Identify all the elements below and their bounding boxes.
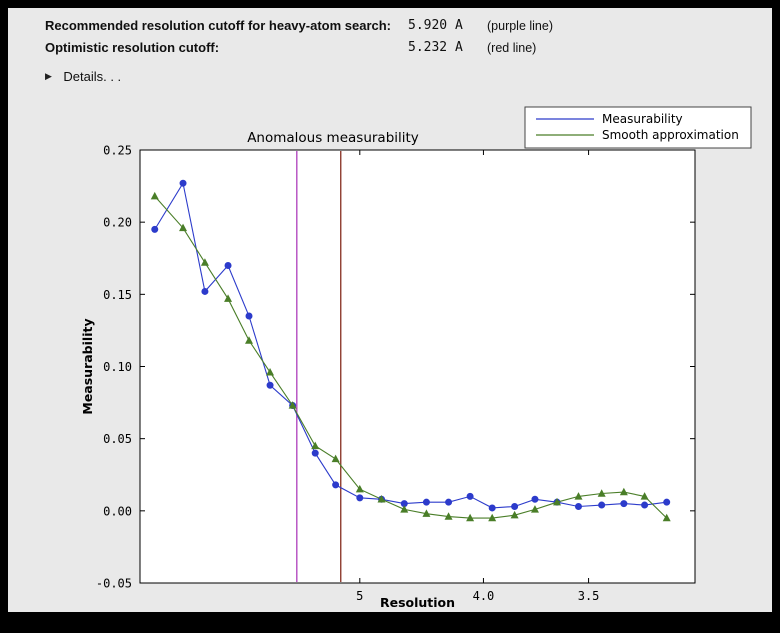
anomalous-measurability-chart: 0.25 0.20 0.15 0.10 0.05 0.00 -0.05 5 4.0 3.5 Anom… <box>80 106 752 610</box>
x-tick-label: 4.0 <box>473 589 495 603</box>
data-point-triangle <box>574 492 583 500</box>
phenix-result-panel: Recommended resolution cutoff for heavy-… <box>8 8 772 612</box>
data-point-triangle <box>510 510 519 519</box>
legend-label: Smooth approximation <box>602 128 739 142</box>
data-point-triangle <box>619 487 628 496</box>
data-point-triangle <box>400 505 409 513</box>
data-point-triangle <box>150 191 159 200</box>
disclosure-triangle-icon: ▶ <box>45 71 52 82</box>
y-tick-label: 0.15 <box>103 288 132 302</box>
data-point-triangle <box>245 336 254 344</box>
plot-area <box>139 149 696 584</box>
data-point-circle <box>422 498 430 506</box>
data-point-circle <box>245 312 253 320</box>
data-point-triangle <box>179 223 188 232</box>
recommended-cutoff-value: 5.920 A <box>408 18 463 33</box>
data-point-circle <box>332 481 340 489</box>
data-point-triangle <box>488 513 497 522</box>
data-point-triangle <box>355 484 364 493</box>
recommended-cutoff-note: (purple line) <box>487 19 554 33</box>
data-point-triangle <box>662 513 671 522</box>
data-point-triangle <box>377 494 386 503</box>
optimistic-cutoff-row: Optimistic resolution cutoff: 5.232 A (r… <box>8 40 772 62</box>
data-point-circle <box>511 503 519 511</box>
details-label: Details. . . <box>63 69 122 85</box>
legend-box <box>524 106 752 149</box>
data-point-triangle <box>311 441 320 450</box>
data-point-circle <box>531 495 539 503</box>
data-point-circle <box>224 261 232 269</box>
data-point-triangle <box>466 513 475 522</box>
data-point-triangle <box>530 505 539 513</box>
x-tick-label: 5 <box>356 589 363 603</box>
details-disclosure-button[interactable]: ▶ Details. . . <box>45 68 121 86</box>
y-tick-label: -0.05 <box>96 577 132 591</box>
data-point-circle <box>311 449 319 457</box>
recommended-cutoff-row: Recommended resolution cutoff for heavy-… <box>8 18 772 40</box>
x-axis-label: Resolution <box>380 595 455 610</box>
data-point-circle <box>598 501 606 509</box>
optimistic-cutoff-value: 5.232 A <box>408 40 463 55</box>
recommended-cutoff-label: Recommended resolution cutoff for heavy-… <box>45 18 392 33</box>
y-tick-label: 0.25 <box>103 144 132 158</box>
data-point-circle <box>620 500 628 508</box>
data-point-triangle <box>553 497 562 506</box>
data-point-circle <box>488 504 496 512</box>
y-tick-label: 0.00 <box>103 504 132 518</box>
series-line-triangle <box>154 195 668 519</box>
data-point-circle <box>663 498 671 506</box>
data-point-triangle <box>200 258 209 266</box>
data-point-triangle <box>444 512 453 520</box>
optimistic-cutoff-label: Optimistic resolution cutoff: <box>45 40 220 55</box>
y-tick-label: 0.10 <box>103 360 132 374</box>
data-point-circle <box>151 225 159 233</box>
data-point-circle <box>179 179 187 187</box>
x-tick-label: 3.5 <box>578 589 600 603</box>
y-axis-label: Measurability <box>80 318 95 414</box>
y-tick-label: 0.05 <box>103 432 132 446</box>
chart-title: Anomalous measurability <box>247 130 419 146</box>
y-tick-label: 0.20 <box>103 216 132 230</box>
data-point-circle <box>445 498 453 506</box>
data-point-circle <box>266 381 274 389</box>
series-line-circle <box>154 181 667 509</box>
legend-label: Measurability <box>602 112 683 126</box>
data-point-circle <box>641 501 649 509</box>
data-point-triangle <box>266 367 275 376</box>
data-point-circle <box>201 287 209 295</box>
data-point-triangle <box>640 492 649 500</box>
data-point-triangle <box>288 401 297 409</box>
optimistic-cutoff-note: (red line) <box>487 41 537 55</box>
data-point-triangle <box>422 509 431 517</box>
data-point-triangle <box>331 454 340 463</box>
data-point-circle <box>574 503 582 511</box>
data-point-triangle <box>224 294 233 302</box>
data-point-triangle <box>597 489 606 497</box>
data-point-circle <box>356 494 364 502</box>
data-point-circle <box>466 492 474 500</box>
